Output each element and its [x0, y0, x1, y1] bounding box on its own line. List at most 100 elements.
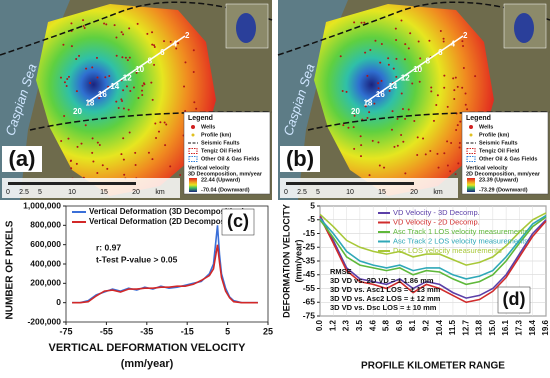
series-line [319, 212, 547, 266]
well [442, 40, 445, 43]
well [78, 54, 81, 57]
x-tick-label: 0.0 [315, 319, 324, 331]
well [153, 44, 156, 47]
well [392, 67, 395, 70]
well [391, 110, 394, 113]
well [165, 123, 168, 126]
fault [277, 1, 550, 56]
well [393, 145, 396, 148]
well [457, 162, 460, 165]
well [137, 96, 140, 99]
well [377, 141, 380, 144]
well [95, 56, 98, 59]
scale-label: 0 [284, 189, 288, 196]
legend-label: Asc Track 2 LOS velocity measurements [393, 236, 528, 245]
legend-label: Tengiz Oil Field [201, 148, 241, 154]
well [83, 27, 86, 30]
well [67, 137, 70, 140]
well [407, 47, 410, 50]
well [373, 102, 376, 105]
well [164, 144, 167, 147]
well [69, 159, 72, 162]
inset-sea [514, 13, 534, 43]
well [82, 19, 85, 22]
well [122, 137, 125, 140]
well [409, 32, 412, 35]
profile-mark: 4 [173, 40, 178, 49]
y-tick-label: -5 [307, 214, 315, 224]
profile-line [365, 35, 464, 103]
panel-label: (d) [503, 289, 526, 309]
legend-label: 23.39 (Upward) [479, 177, 518, 183]
well [157, 130, 160, 133]
panel-label-box [221, 208, 255, 236]
well [184, 109, 187, 112]
well [379, 61, 382, 64]
well [96, 76, 99, 79]
well [103, 22, 106, 25]
legend-label: -73.29 (Downward) [479, 187, 528, 193]
well [121, 56, 124, 59]
annotation: 3D VD vs. Dsc LOS = ± 10 mm [330, 303, 437, 312]
well [413, 119, 416, 122]
well [76, 145, 79, 148]
annotation: RMSE [330, 267, 352, 276]
well [154, 122, 157, 125]
well [429, 150, 432, 153]
well [121, 100, 124, 103]
y-axis-label: DEFORMATION VELOCITY [281, 204, 291, 318]
well [84, 124, 87, 127]
well [345, 90, 348, 93]
profile-mark: 20 [73, 107, 82, 116]
well [432, 119, 435, 122]
legend-label: Other Oil & Gas Fields [201, 156, 259, 162]
well [368, 111, 371, 114]
scale-label: 0 [6, 189, 10, 196]
well [70, 167, 73, 170]
well [339, 55, 342, 58]
well [453, 89, 456, 92]
well [134, 163, 137, 166]
well [91, 137, 94, 140]
well [342, 124, 345, 127]
well [364, 51, 367, 54]
y-tick-label: -200,000 [27, 316, 61, 326]
well [461, 40, 464, 43]
legend-label: Vertical velocity [188, 165, 231, 171]
well [377, 87, 380, 90]
well [163, 40, 166, 43]
well [404, 172, 407, 175]
color-ramp [467, 178, 475, 192]
well [141, 94, 144, 97]
well [106, 167, 109, 170]
scale-label: 20 [410, 189, 418, 196]
well [418, 69, 421, 72]
profile-mark: 6 [438, 48, 443, 57]
well [458, 141, 461, 144]
legend-label: Vertical Deformation (3D Decomposition) [89, 207, 245, 216]
well [63, 115, 66, 118]
well [360, 144, 363, 147]
y-tick-label: 400,000 [30, 258, 61, 268]
well [153, 45, 156, 48]
well [454, 76, 457, 79]
well [380, 42, 383, 45]
legend-box [461, 111, 549, 195]
well [192, 70, 195, 73]
legend-label: -70.04 (Downward) [201, 187, 250, 193]
y-tick-label: -15 [303, 228, 316, 238]
well [419, 57, 422, 60]
well [453, 98, 456, 101]
y-axis-label: NUMBER OF PIXELS [5, 220, 16, 319]
well [366, 116, 369, 119]
well [159, 121, 162, 124]
well [446, 105, 449, 108]
well [113, 24, 116, 27]
fault [307, 111, 550, 131]
well [98, 97, 101, 100]
well [75, 58, 78, 61]
x-tick-label: 5 [225, 326, 230, 336]
well [185, 35, 188, 38]
